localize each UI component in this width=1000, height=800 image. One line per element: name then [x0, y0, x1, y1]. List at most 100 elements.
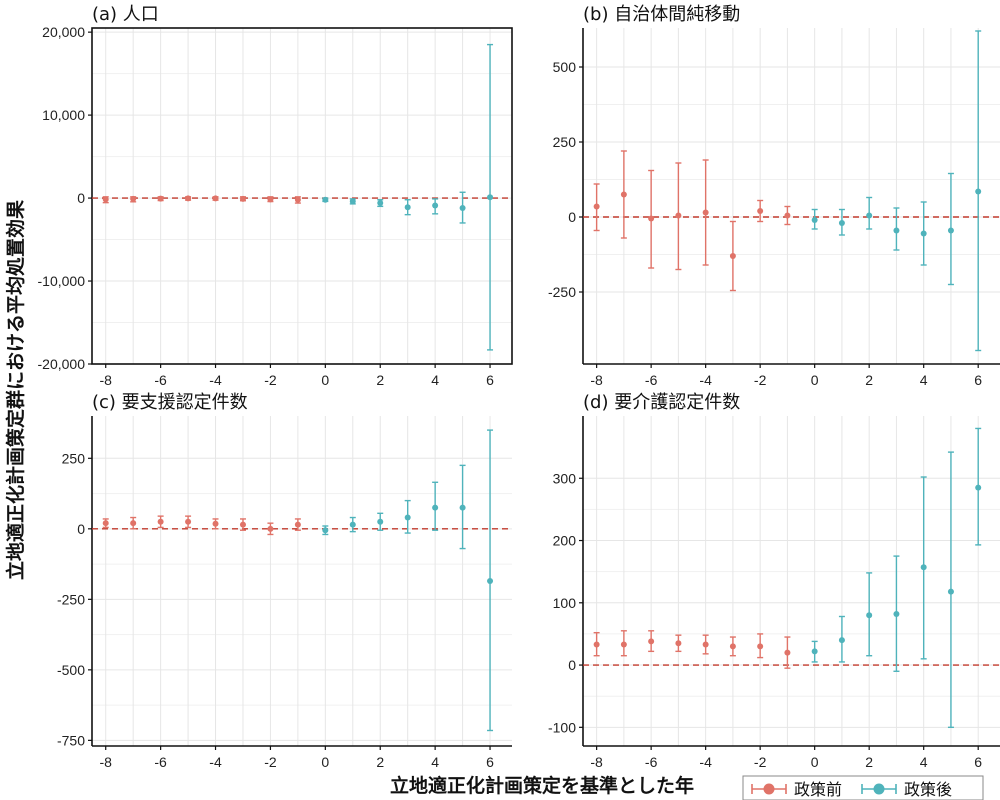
legend: 政策前 政策後 [742, 775, 984, 800]
y-tick-label: -250 [57, 591, 85, 607]
data-point [920, 564, 927, 571]
data-point [838, 637, 845, 644]
y-tick-label: 250 [553, 134, 577, 150]
error-bar-point [593, 183, 600, 232]
data-point [893, 611, 900, 617]
data-point [729, 253, 736, 259]
y-tick-label: 0 [568, 209, 576, 225]
data-point [975, 188, 982, 195]
data-point [349, 198, 356, 205]
y-tick-label: 0 [568, 657, 576, 673]
panel-title: (d) 要介護認定件数 [583, 392, 740, 413]
legend-item: 政策後 [861, 780, 952, 799]
data-point [811, 648, 818, 655]
error-bar-point [432, 198, 439, 215]
error-bar-point [975, 30, 982, 352]
legend-box [742, 775, 984, 800]
data-point [487, 194, 494, 201]
error-bar-point [322, 196, 329, 203]
x-axis-title: 立地適正化計画策定を基準とした年 [390, 774, 694, 797]
panel-title: (a) 人口 [92, 4, 159, 25]
error-bar-point [866, 572, 873, 657]
data-point [267, 196, 274, 203]
error-bar-point [593, 631, 600, 657]
data-point [130, 195, 137, 202]
series-pre-policy [593, 630, 791, 669]
x-tick-label: 4 [431, 372, 439, 388]
x-tick-label: -2 [754, 754, 767, 770]
y-tick-label: 200 [553, 533, 577, 549]
error-bar-point [893, 207, 900, 251]
error-bar-point [432, 481, 439, 531]
error-bar-point [185, 195, 192, 202]
error-bar-point [784, 636, 791, 669]
y-tick-label: -750 [57, 732, 85, 748]
data-point [757, 208, 764, 214]
series-pre-policy [593, 150, 791, 292]
error-bar-point [185, 515, 192, 529]
error-bar-point [239, 518, 246, 531]
error-bar-point [130, 195, 137, 203]
series-post-policy [322, 43, 494, 351]
data-point [239, 521, 246, 528]
x-tick-label: -4 [209, 372, 222, 388]
y-axis-title: 立地適正化計画策定群における平均処置効果 [4, 200, 27, 580]
x-tick-label: 0 [321, 372, 329, 388]
error-bar-point [838, 208, 845, 236]
error-bar-point [322, 525, 329, 536]
x-tick-label: -4 [699, 372, 712, 388]
error-bar-point [893, 555, 900, 672]
error-bar-point [349, 198, 356, 205]
data-point [432, 504, 439, 511]
data-point [838, 220, 845, 226]
data-point [866, 212, 873, 219]
error-bar-point [102, 518, 109, 529]
x-tick-label: 6 [486, 372, 494, 388]
x-tick-label: 0 [811, 754, 819, 770]
panel-3: -750 -500 -250 0 250 -8 -6 -4 -2 0 2 4 6 (c) 要支援認定件数 [57, 392, 512, 770]
x-tick-label: -8 [99, 372, 112, 388]
y-tick-label: -500 [57, 662, 85, 678]
error-bar-point [702, 634, 709, 655]
error-bar-point [947, 172, 954, 286]
data-point [702, 209, 709, 216]
data-point [294, 521, 301, 528]
data-point [349, 521, 356, 528]
x-tick-label: -4 [209, 754, 222, 770]
error-bar-point [267, 196, 274, 203]
data-point [212, 520, 219, 527]
error-bar-point [487, 43, 494, 351]
y-tick-label: -10,000 [38, 273, 86, 289]
x-tick-label: 4 [920, 372, 928, 388]
error-bar-point [377, 512, 384, 531]
data-point [866, 612, 873, 619]
data-point [294, 196, 301, 203]
data-point [404, 514, 411, 521]
x-tick-label: 4 [431, 754, 439, 770]
error-bar-point [459, 464, 466, 550]
y-tick-label: 10,000 [42, 107, 85, 123]
data-point [893, 227, 900, 234]
data-point [757, 643, 764, 650]
legend-label: 政策前 [794, 780, 842, 799]
error-bar-point [239, 195, 246, 202]
data-point [157, 195, 164, 202]
x-tick-label: -8 [590, 372, 603, 388]
x-tick-label: 2 [376, 754, 384, 770]
data-point [267, 525, 274, 532]
error-bar-point [157, 515, 164, 529]
error-bar-point [459, 191, 466, 224]
error-bar-point [648, 630, 655, 653]
data-point [102, 520, 109, 527]
legend-label: 政策後 [904, 780, 952, 799]
x-tick-label: -6 [645, 754, 658, 770]
panel-frame [91, 27, 513, 365]
x-tick-label: 4 [920, 754, 928, 770]
series-post-policy [811, 30, 982, 352]
y-tick-label: 0 [77, 190, 85, 206]
data-point [648, 215, 655, 222]
x-tick-label: -8 [590, 754, 603, 770]
y-tick-label: 500 [553, 59, 577, 75]
data-point [157, 518, 164, 525]
